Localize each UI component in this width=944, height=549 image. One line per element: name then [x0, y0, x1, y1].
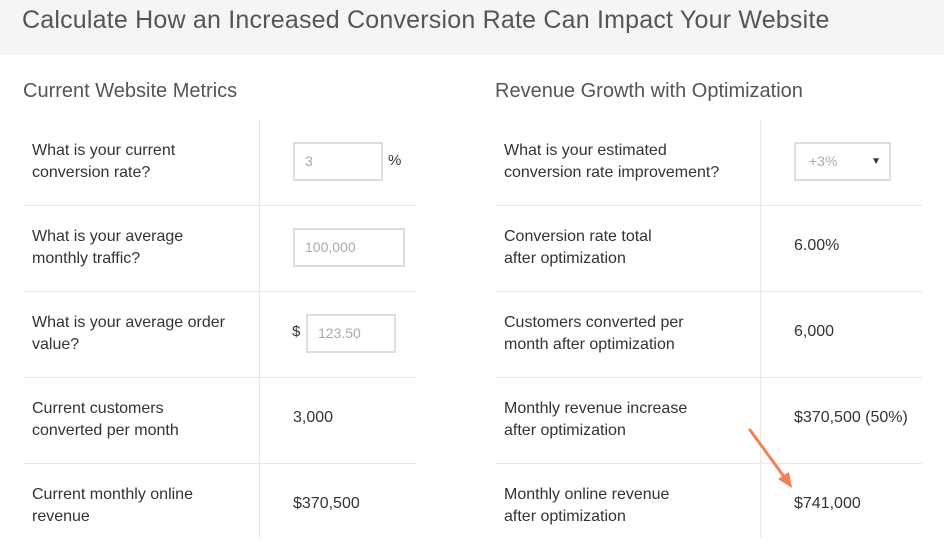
optimized-revenue-value: $741,000: [794, 495, 861, 512]
order-value-question: What is your average order value?: [32, 314, 225, 353]
improvement-selected-value: +3%: [809, 153, 838, 169]
conversion-rate-input[interactable]: 3: [293, 142, 383, 181]
page-title: Calculate How an Increased Conversion Ra…: [22, 6, 830, 34]
total-rate-question: Conversion rate total after optimization: [504, 228, 652, 267]
current-customers-row: Current customers converted per month 3,…: [23, 378, 416, 464]
page-header: Calculate How an Increased Conversion Ra…: [0, 0, 944, 55]
revenue-increase-question: Monthly revenue increase after optimizat…: [504, 400, 688, 439]
chevron-down-icon: ▼: [871, 156, 881, 167]
percent-unit: %: [388, 152, 402, 169]
optimized-revenue-row: Monthly online revenue after optimizatio…: [495, 464, 922, 549]
total-rate-value: 6.00%: [794, 237, 840, 254]
conversion-rate-row: What is your current conversion rate? 3 …: [23, 120, 416, 206]
conversion-rate-question: What is your current conversion rate?: [32, 142, 176, 181]
column-divider: [259, 120, 260, 538]
annotation-arrow-icon: [748, 428, 792, 488]
monthly-traffic-question: What is your average monthly traffic?: [32, 228, 184, 267]
revenue-increase-value: $370,500 (50%): [794, 409, 908, 426]
dollar-unit: $: [292, 323, 301, 340]
optimized-customers-value: 6,000: [794, 323, 835, 340]
current-customers-question: Current customers converted per month: [32, 400, 179, 439]
revenue-growth-title: Revenue Growth with Optimization: [495, 80, 803, 102]
revenue-increase-row: Monthly revenue increase after optimizat…: [495, 378, 922, 464]
current-revenue-row: Current monthly online revenue $370,500: [23, 464, 416, 549]
order-value-row: What is your average order value? $ 123.…: [23, 292, 416, 378]
optimized-customers-question: Customers converted per month after opti…: [504, 314, 684, 353]
order-value-input[interactable]: 123.50: [306, 314, 396, 353]
current-revenue-question: Current monthly online revenue: [32, 486, 193, 525]
current-metrics-title: Current Website Metrics: [23, 80, 238, 102]
current-metrics-panel: What is your current conversion rate? 3 …: [23, 120, 416, 538]
improvement-select[interactable]: +3% ▼: [794, 142, 891, 181]
optimized-customers-row: Customers converted per month after opti…: [495, 292, 922, 378]
improvement-row: What is your estimated conversion rate i…: [495, 120, 922, 206]
current-customers-value: 3,000: [293, 409, 334, 426]
improvement-question: What is your estimated conversion rate i…: [504, 142, 720, 181]
optimized-revenue-question: Monthly online revenue after optimizatio…: [504, 486, 670, 525]
total-rate-row: Conversion rate total after optimization…: [495, 206, 922, 292]
current-revenue-value: $370,500: [293, 495, 360, 512]
column-divider: [760, 120, 761, 538]
monthly-traffic-row: What is your average monthly traffic? 10…: [23, 206, 416, 292]
revenue-growth-panel: What is your estimated conversion rate i…: [495, 120, 922, 538]
monthly-traffic-input[interactable]: 100,000: [293, 228, 405, 267]
